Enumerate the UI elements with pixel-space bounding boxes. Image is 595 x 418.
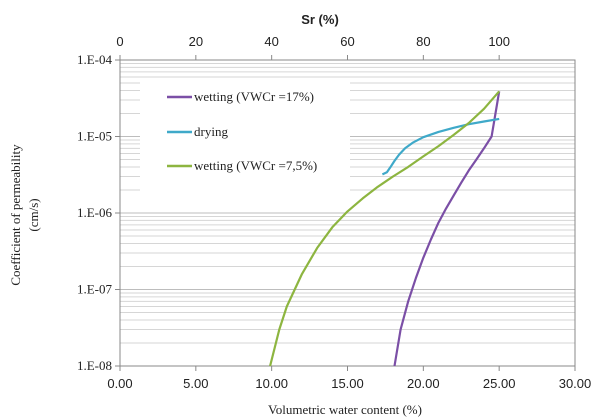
x-tick-label: 5.00	[183, 376, 208, 391]
y-tick-label: 1.E-06	[77, 205, 113, 220]
top-tick-label: 60	[340, 34, 354, 49]
x-tick-label: 25.00	[483, 376, 516, 391]
legend-label-2: drying	[194, 124, 228, 139]
y-axis-title-line2: (cm/s)	[26, 198, 41, 231]
y-tick-label: 1.E-05	[77, 129, 112, 144]
x-tick-label: 20.00	[407, 376, 440, 391]
series-line-1	[393, 91, 501, 367]
series-line-3	[269, 90, 501, 367]
y-tick-label: 1.E-08	[77, 358, 112, 373]
y-axis-title-line1: Coefficient of permeability	[8, 144, 23, 286]
x-tick-label: 30.00	[559, 376, 592, 391]
x-tick-label: 15.00	[331, 376, 364, 391]
x-axis-title: Volumetric water content (%)	[268, 402, 422, 417]
x-axis-ticks: 0.00 5.00 10.00 15.00 20.00 25.00 30.00	[107, 366, 591, 391]
legend-label-1: wetting (VWCr =17%)	[194, 89, 314, 104]
x-tick-label: 0.00	[107, 376, 132, 391]
y-tick-label: 1.E-04	[77, 52, 113, 67]
legend-box	[140, 80, 350, 195]
series-layer	[269, 90, 501, 367]
top-axis-title: Sr (%)	[301, 12, 339, 27]
top-tick-label: 80	[416, 34, 430, 49]
legend-label-3: wetting (VWCr =7,5%)	[194, 158, 317, 173]
legend: wetting (VWCr =17%) drying wetting (VWCr =…	[140, 80, 350, 195]
top-tick-label: 40	[264, 34, 278, 49]
top-tick-label: 100	[488, 34, 510, 49]
top-tick-label: 20	[189, 34, 203, 49]
series-line-2	[381, 117, 500, 176]
x-tick-label: 10.00	[255, 376, 288, 391]
top-axis-ticks: 0 20 40 60 80 100	[116, 34, 510, 60]
top-tick-label: 0	[116, 34, 123, 49]
y-axis-ticks: 1.E-08 1.E-07 1.E-06 1.E-05 1.E-04	[77, 52, 120, 373]
y-tick-label: 1.E-07	[77, 282, 113, 297]
